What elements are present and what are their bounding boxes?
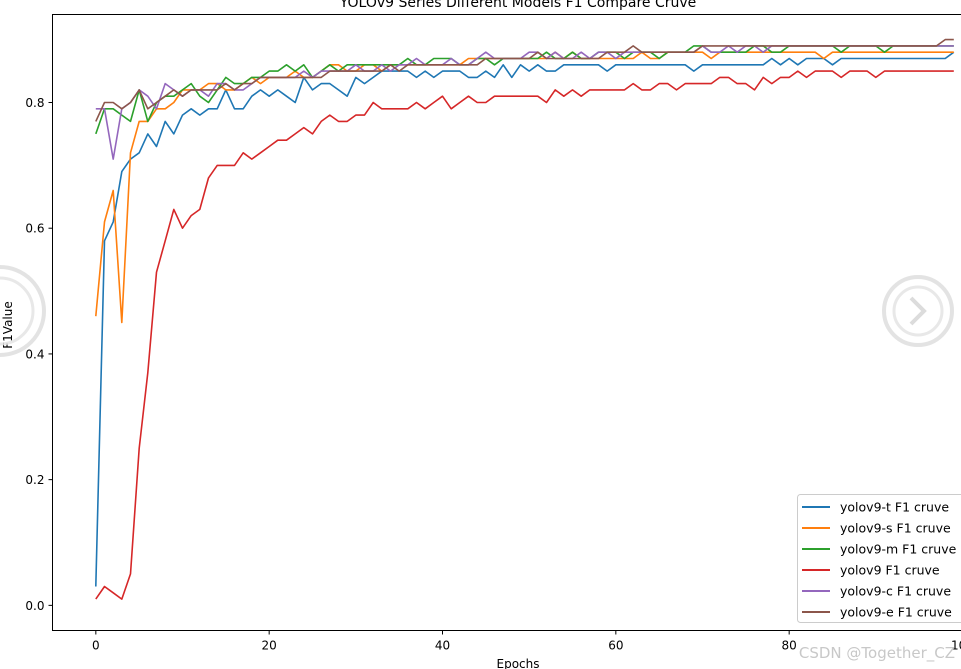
x-axis-label: Epochs [497, 657, 540, 669]
y-tick-label: 0.6 [25, 222, 44, 236]
series-line-4 [95, 70, 954, 600]
y-tick-label: 0.0 [25, 599, 44, 613]
y-tick-label: 0.8 [25, 96, 44, 110]
legend-label: yolov9-t F1 cruve [840, 500, 949, 515]
y-axis-ticks: 0.0 0.2 0.4 0.6 0.8 [25, 96, 53, 613]
y-tick-label: 0.4 [25, 347, 44, 361]
legend-label: yolov9-e F1 cruve [840, 605, 952, 620]
series-lines [95, 38, 955, 600]
next-image-button[interactable] [882, 275, 954, 347]
chart-title: YOLOv9 Series Different Models F1 Compar… [339, 0, 697, 11]
x-tick-label: 60 [608, 639, 623, 653]
series-line-5 [95, 45, 954, 160]
chart-legend: yolov9-t F1 cruve yolov9-s F1 cruve yolov9… [797, 494, 961, 623]
y-tick-label: 0.2 [25, 473, 44, 487]
legend-label: yolov9-m F1 cruve [840, 542, 957, 557]
x-axis-ticks: 0 20 40 60 80 100 [92, 630, 961, 653]
legend-label: yolov9 F1 cruve [840, 563, 940, 578]
legend-label: yolov9-s F1 cruve [840, 521, 951, 536]
legend-box [797, 494, 961, 623]
previous-image-button[interactable] [0, 265, 46, 357]
series-line-1 [95, 51, 955, 587]
watermark-text: CSDN @Together_CZ [799, 644, 955, 663]
series-line-6 [95, 38, 954, 122]
legend-label: yolov9-c F1 cruve [840, 584, 951, 599]
x-tick-label: 100 [951, 639, 961, 653]
x-tick-label: 0 [92, 639, 100, 653]
y-axis-label: F1Value [1, 301, 15, 349]
x-tick-label: 80 [782, 639, 797, 653]
plot-frame [52, 14, 961, 631]
chevron-right-icon [909, 296, 927, 326]
x-tick-label: 20 [262, 639, 277, 653]
x-tick-label: 40 [435, 639, 450, 653]
